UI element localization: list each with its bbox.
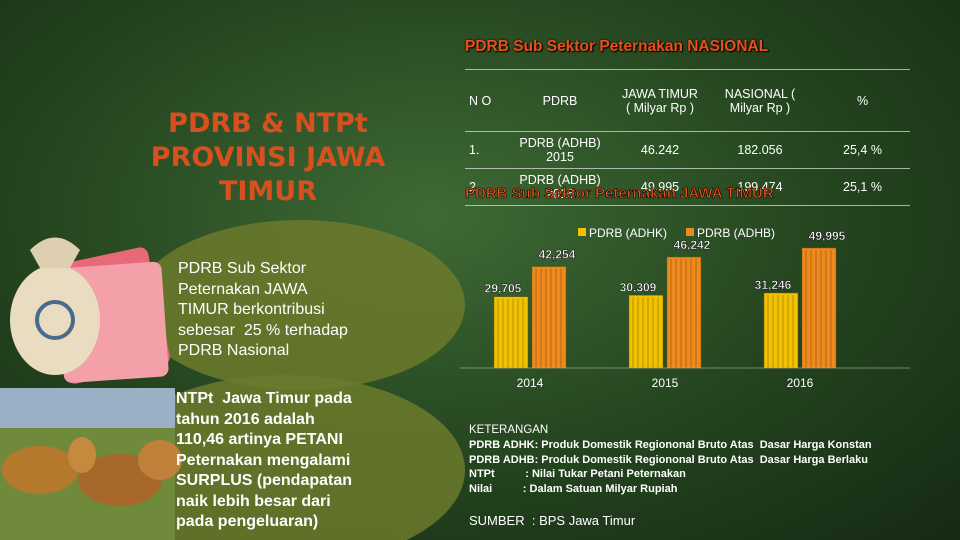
bar: [801, 247, 837, 369]
note-line: tahun 2016 adalah: [176, 410, 315, 428]
table-row: 1. PDRB (ADHB) 2015 46.242 182.056 25,4 %: [465, 131, 910, 169]
table-title: PDRB Sub Sektor Peternakan NASIONAL: [465, 38, 769, 55]
chart-title: PDRB Sub Sektor Peternakan JAWA TIMUR: [465, 185, 774, 202]
value-label: 49,995: [809, 229, 846, 243]
note-line: sebesar 25 % terhadap: [178, 321, 348, 339]
bar: [763, 292, 799, 369]
note-line: 110,46 artinya PETANI: [176, 431, 343, 448]
notes-line: Nilai : Dalam Satuan Milyar Rupiah: [469, 482, 678, 495]
legend-label: PDRB (ADHK): [589, 226, 667, 240]
value-label: 42,254: [539, 248, 576, 262]
notes-line: PDRB ADHB: Produk Domestik Regiononal Br…: [469, 453, 868, 466]
slide-title: PDRB & NTPt: [168, 108, 368, 139]
table-row: 2. PDRB (ADHB) 2016 49.995 199.474 25,1 %: [465, 168, 910, 206]
x-tick-label: 2016: [787, 376, 814, 390]
table-cell: PDRB: [505, 69, 615, 132]
table-cell: 1.: [465, 131, 505, 169]
table-cell: N O: [465, 69, 505, 132]
bar: [628, 295, 664, 369]
table-cell: 49.995: [615, 168, 705, 206]
table-cell: %: [815, 69, 910, 132]
table-cell: NASIONAL ( Milyar Rp ): [705, 69, 815, 132]
money-image: [10, 237, 170, 384]
legend-label: PDRB (ADHB): [697, 226, 775, 240]
notes-heading: KETERANGAN: [469, 424, 549, 436]
bar: [531, 266, 567, 369]
olive-shape: [135, 220, 465, 390]
table-cell: 199.474: [705, 168, 815, 206]
cattle-image: [0, 388, 182, 540]
notes-line: PDRB ADHK: Produk Domestik Regiononal Br…: [469, 439, 872, 451]
legend-swatch: [578, 228, 586, 236]
bar: [493, 296, 529, 369]
table-cell: 2.: [465, 168, 505, 206]
table-cell: 46.242: [615, 131, 705, 169]
note-line: PDRB Nasional: [178, 342, 290, 359]
value-label: 29,705: [485, 282, 522, 296]
x-tick-label: 2014: [517, 376, 544, 390]
value-label: 31,246: [755, 278, 792, 292]
legend-swatch: [686, 228, 694, 236]
note-line: NTPt Jawa Timur pada: [176, 390, 352, 407]
table-cell: 25,4 %: [815, 131, 910, 169]
note-line: SURPLUS (pendapatan: [176, 472, 353, 489]
note-line: pada pengeluaran): [176, 513, 319, 530]
note: PDRB Sub Sektor Peternakan JAWA TIMUR berk…: [178, 259, 348, 362]
value-label: 30,309: [620, 280, 657, 294]
olive-shape: [105, 375, 465, 540]
table: N O PDRB JAWA TIMUR ( Milyar Rp ) NASIONAL …: [465, 69, 910, 206]
table-cell: PDRB (ADHB) 2016: [505, 168, 615, 206]
note-line: TIMUR berkontribusi: [178, 301, 325, 318]
slide-title: PROVINSI JAWA TIMUR: [150, 142, 386, 207]
table-cell: JAWA TIMUR ( Milyar Rp ): [615, 69, 705, 132]
table-cell: PDRB (ADHB) 2015: [505, 131, 615, 169]
bar: [666, 256, 702, 369]
notes-line: NTPt : Nilai Tukar Petani Peternakan: [469, 468, 686, 480]
note-line: Peternakan JAWA: [178, 280, 308, 298]
note-line: naik lebih besar dari: [176, 492, 331, 510]
value-label: 46,242: [674, 238, 711, 252]
note: NTPt Jawa Timur pada tahun 2016 adalah 110…: [176, 389, 352, 533]
x-tick-label: 2015: [652, 376, 679, 390]
source: SUMBER : BPS Jawa Timur: [469, 513, 636, 528]
note-line: Peternakan mengalami: [176, 451, 351, 469]
chart: PDRB Sub Sektor Peternakan JAWA TIMUR PDR…: [460, 185, 910, 390]
note-line: PDRB Sub Sektor: [178, 260, 307, 277]
table-row: N O PDRB JAWA TIMUR ( Milyar Rp ) NASIONAL …: [465, 69, 910, 132]
table-cell: 25,1 %: [815, 168, 910, 206]
table-cell: 182.056: [705, 131, 815, 169]
